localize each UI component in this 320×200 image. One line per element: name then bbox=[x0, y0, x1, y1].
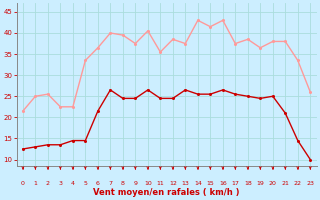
X-axis label: Vent moyen/en rafales ( km/h ): Vent moyen/en rafales ( km/h ) bbox=[93, 188, 240, 197]
